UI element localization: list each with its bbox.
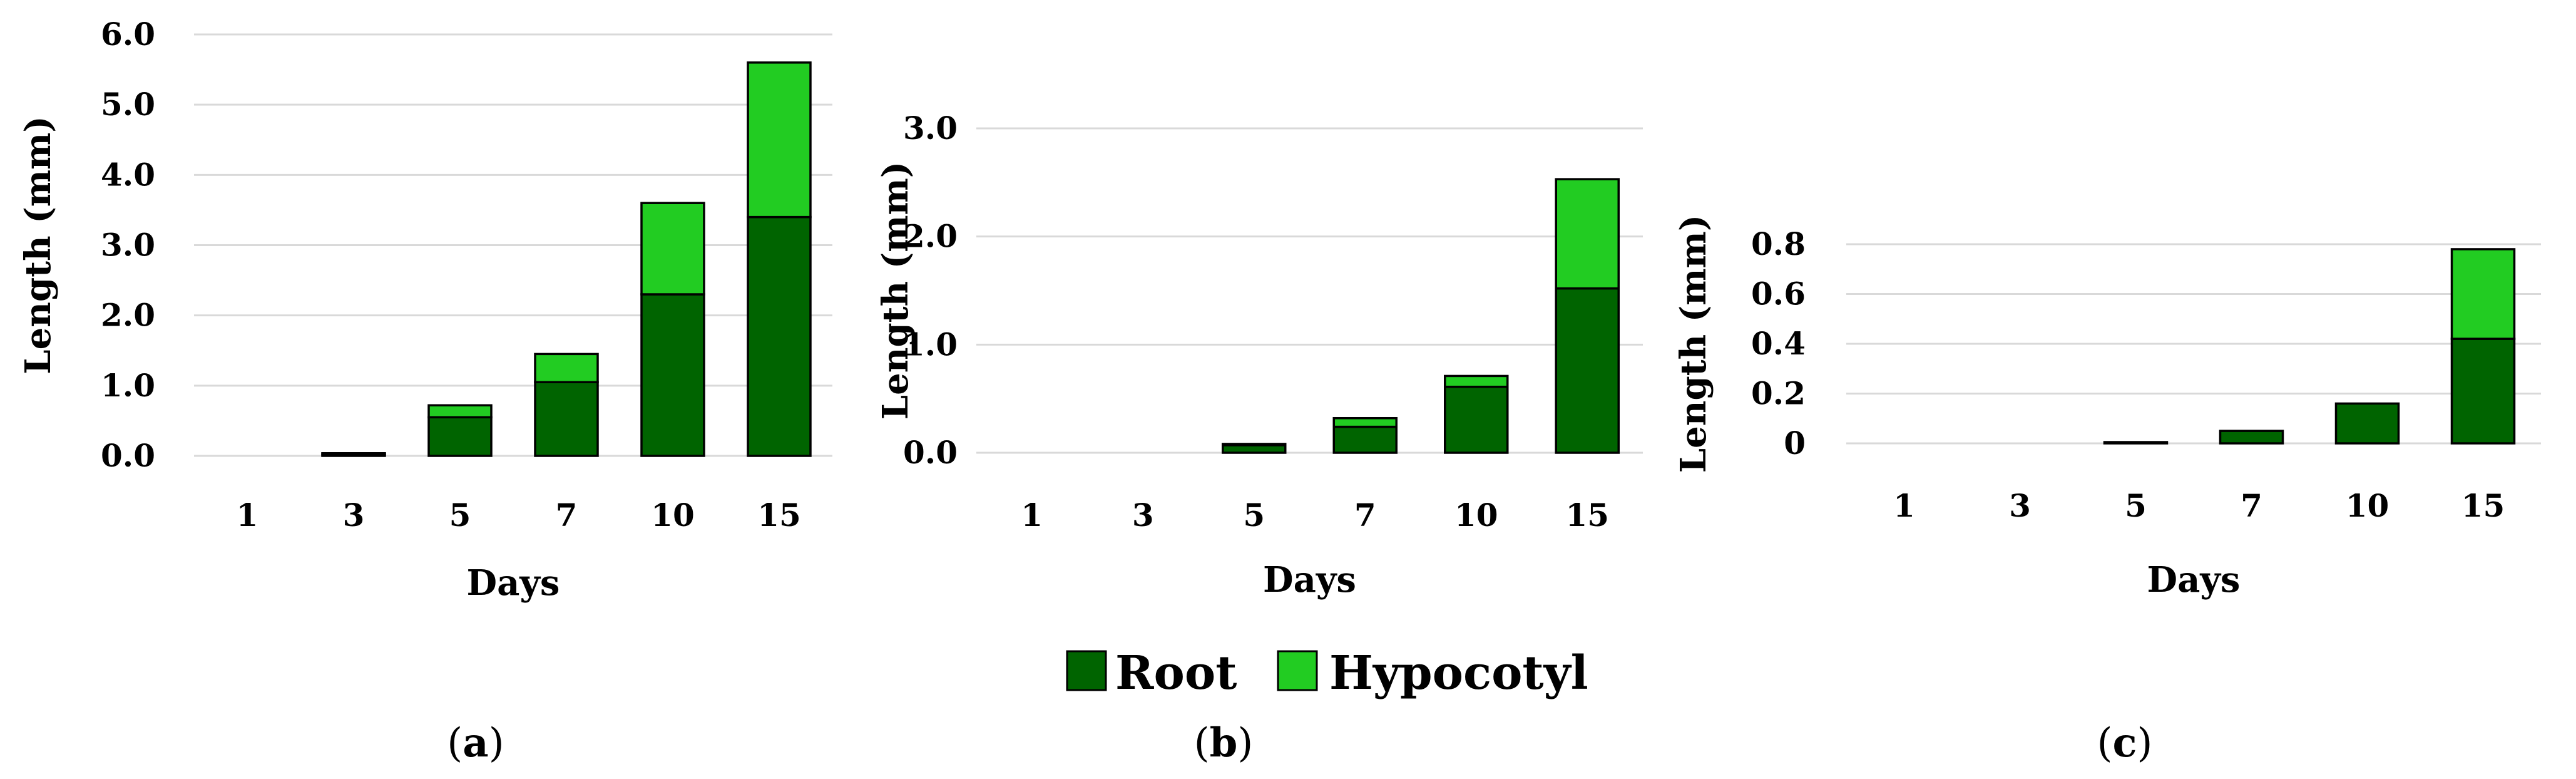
y-axis-title-a: Length (mm) <box>18 116 59 374</box>
bar-a-root-10 <box>640 293 705 457</box>
chart-panel-b: 0.0 1.0 2.0 3.0 1 3 5 7 10 15 Days Length (mm) <box>875 110 1643 601</box>
bar-c-root-7 <box>2219 430 2284 445</box>
bar-b-root-15 <box>1555 287 1620 454</box>
bar-c-hypocotyl-15 <box>2450 248 2516 340</box>
bar-b-hypocotyl-5 <box>1222 443 1287 446</box>
y-tick-label-b-3: 3.0 <box>903 110 958 147</box>
x-tick-label-b-10: 10 <box>1454 497 1498 534</box>
x-tick-label-b-5: 5 <box>1243 497 1265 534</box>
x-tick-label-c-5: 5 <box>2125 487 2147 524</box>
y-axis-title-c: Length (mm) <box>1673 215 1714 473</box>
chart-panel-c: 0 0.2 0.4 0.6 0.8 1 3 5 7 10 15 Days Length (mm) <box>1673 215 2541 601</box>
bar-a-hypocotyl-5 <box>427 404 493 419</box>
x-tick-label-b-7: 7 <box>1354 497 1376 534</box>
bar-a-root-7 <box>534 381 599 457</box>
x-tick-label-c-10: 10 <box>2346 487 2389 524</box>
y-tick-label-a-1: 1.0 <box>101 367 155 404</box>
bar-a-hypocotyl-3 <box>321 452 386 456</box>
legend-swatch-root <box>1066 650 1107 691</box>
x-tick-label-b-15: 15 <box>1565 497 1609 534</box>
legend: Root Hypocotyl <box>1066 646 1588 700</box>
bar-b-hypocotyl-10 <box>1444 374 1509 388</box>
legend-label-hypocotyl: Hypocotyl <box>1329 646 1588 700</box>
y-tick-label-b-0: 0.0 <box>903 434 958 471</box>
y-tick-label-a-2: 2.0 <box>101 297 155 334</box>
bar-c-root-15 <box>2450 338 2516 445</box>
panel-label-c: (c) <box>2097 720 2153 766</box>
x-tick-label-a-7: 7 <box>556 497 578 534</box>
legend-label-root: Root <box>1115 646 1237 700</box>
bar-a-root-15 <box>747 215 812 457</box>
x-axis-title-c: Days <box>2147 559 2241 601</box>
y-tick-label-c-0: 0 <box>1784 425 1806 462</box>
y-axis-title-b: Length (mm) <box>875 162 916 420</box>
x-tick-label-a-3: 3 <box>343 497 365 534</box>
chart-panel-a: 0.0 1.0 2.0 3.0 4.0 5.0 6.0 1 3 5 7 10 15 Days Length … <box>18 16 832 604</box>
panel-label-b: (b) <box>1194 720 1254 766</box>
bar-c-root-10 <box>2334 402 2400 445</box>
legend-swatch-hypocotyl <box>1277 650 1318 691</box>
y-tick-label-a-6: 6.0 <box>101 16 155 53</box>
y-tick-label-a-4: 4.0 <box>101 156 155 193</box>
y-tick-label-c-2: 0.4 <box>1751 325 1806 362</box>
bar-a-hypocotyl-10 <box>640 202 705 296</box>
bar-c-root-5 <box>2103 441 2169 445</box>
y-tick-label-c-1: 0.2 <box>1751 375 1806 412</box>
bar-b-root-5 <box>1222 444 1287 454</box>
bar-b-hypocotyl-15 <box>1555 178 1620 290</box>
x-tick-label-c-7: 7 <box>2241 487 2262 524</box>
y-tick-label-a-0: 0.0 <box>101 437 155 474</box>
x-tick-label-a-15: 15 <box>757 497 801 534</box>
x-tick-label-c-3: 3 <box>2009 487 2031 524</box>
y-tick-label-a-5: 5.0 <box>101 86 155 123</box>
panel-label-a: (a) <box>447 720 504 766</box>
x-tick-label-b-3: 3 <box>1132 497 1154 534</box>
y-tick-label-b-1: 1.0 <box>903 326 958 363</box>
x-tick-label-c-15: 15 <box>2461 487 2505 524</box>
x-tick-label-a-10: 10 <box>651 497 695 534</box>
bar-a-root-5 <box>427 416 493 457</box>
bar-a-hypocotyl-15 <box>747 61 812 219</box>
x-tick-label-c-1: 1 <box>1893 487 1915 524</box>
bar-a-hypocotyl-7 <box>534 353 599 383</box>
y-tick-label-b-2: 2.0 <box>903 218 958 255</box>
x-tick-label-a-5: 5 <box>449 497 471 534</box>
y-tick-label-c-4: 0.8 <box>1751 225 1806 262</box>
y-tick-label-c-3: 0.6 <box>1751 276 1806 312</box>
bar-b-root-7 <box>1332 425 1398 454</box>
x-tick-label-a-1: 1 <box>237 497 258 534</box>
x-axis-title-a: Days <box>467 562 560 604</box>
x-axis-title-b: Days <box>1263 559 1356 601</box>
bar-b-root-10 <box>1444 385 1509 454</box>
x-tick-label-b-1: 1 <box>1021 497 1043 534</box>
y-tick-label-a-3: 3.0 <box>101 227 155 264</box>
bar-b-hypocotyl-7 <box>1332 416 1398 428</box>
